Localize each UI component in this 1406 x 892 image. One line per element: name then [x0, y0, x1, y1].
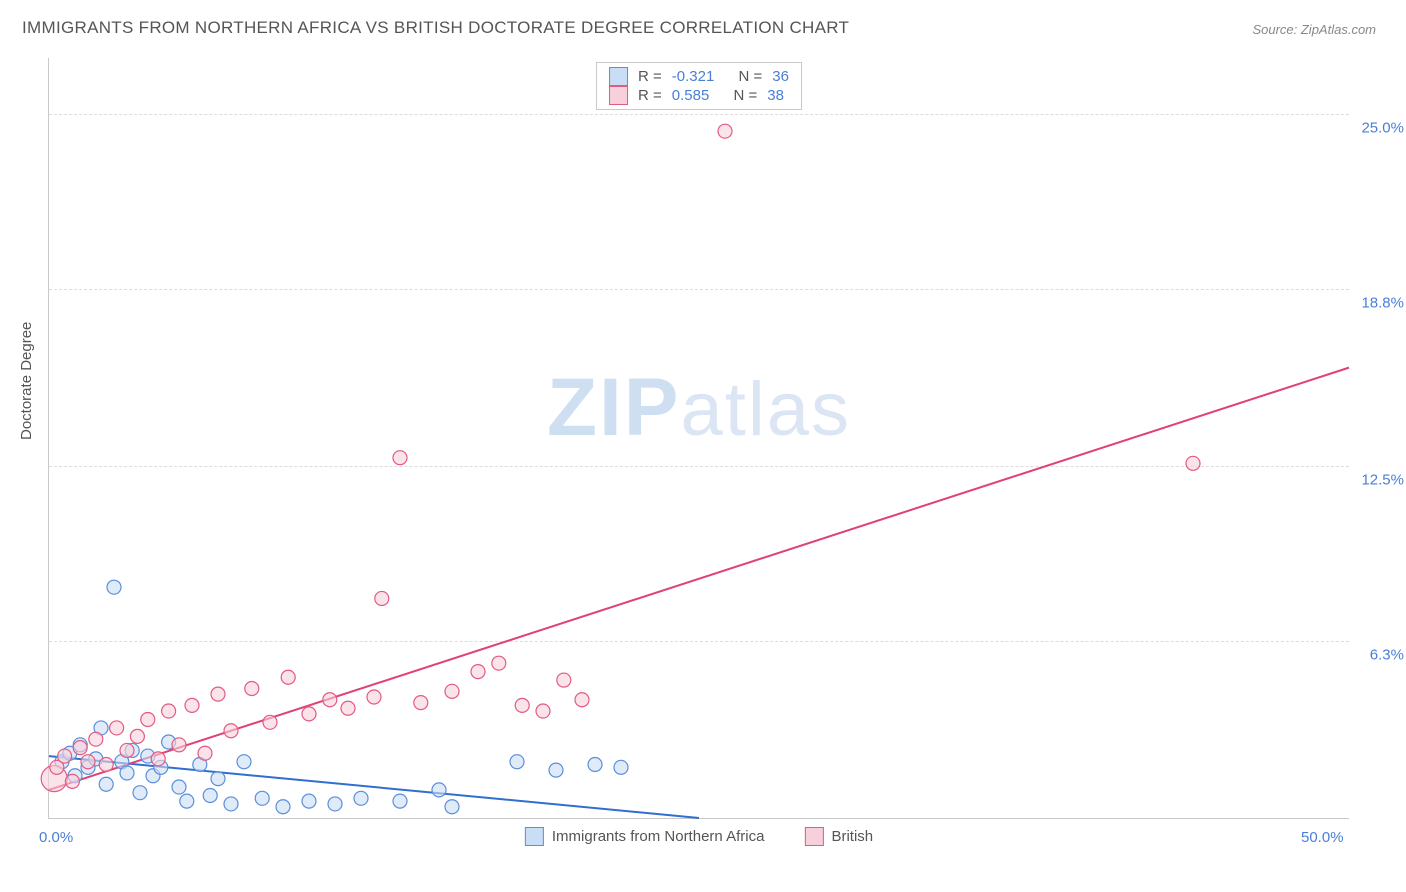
legend-swatch-series-1: [525, 827, 544, 846]
data-point-northern_africa: [237, 755, 251, 769]
data-point-british: [492, 656, 506, 670]
data-point-british: [224, 724, 238, 738]
data-point-northern_africa: [432, 783, 446, 797]
series-legend: Immigrants from Northern Africa British: [525, 827, 873, 846]
data-point-northern_africa: [510, 755, 524, 769]
data-point-northern_africa: [276, 800, 290, 814]
data-point-british: [367, 690, 381, 704]
data-point-british: [323, 693, 337, 707]
legend-swatch-pink: [609, 86, 628, 105]
data-point-northern_africa: [354, 791, 368, 805]
plot-area: ZIPatlas R = -0.321 N = 36 R = 0.585 N =…: [48, 58, 1349, 819]
data-point-british: [393, 451, 407, 465]
data-point-british: [89, 732, 103, 746]
n-label-2: N =: [734, 87, 758, 104]
data-point-northern_africa: [120, 766, 134, 780]
data-point-northern_africa: [302, 794, 316, 808]
data-point-british: [162, 704, 176, 718]
data-point-northern_africa: [203, 788, 217, 802]
y-tick-label: 25.0%: [1361, 120, 1404, 137]
data-point-british: [141, 712, 155, 726]
data-point-northern_africa: [133, 786, 147, 800]
data-point-british: [341, 701, 355, 715]
data-point-british: [120, 743, 134, 757]
correlation-legend: R = -0.321 N = 36 R = 0.585 N = 38: [596, 62, 802, 110]
data-point-northern_africa: [393, 794, 407, 808]
x-tick-label: 0.0%: [39, 829, 73, 846]
legend-label-2: British: [831, 828, 873, 845]
source-label: Source: ZipAtlas.com: [1252, 22, 1376, 37]
data-point-british: [414, 696, 428, 710]
data-point-northern_africa: [180, 794, 194, 808]
r-value-1: -0.321: [672, 68, 715, 85]
data-point-northern_africa: [255, 791, 269, 805]
data-point-british: [471, 665, 485, 679]
data-point-british: [718, 124, 732, 138]
correlation-row-2: R = 0.585 N = 38: [609, 86, 789, 105]
data-point-british: [302, 707, 316, 721]
data-point-british: [81, 755, 95, 769]
data-point-british: [245, 682, 259, 696]
data-point-northern_africa: [211, 772, 225, 786]
data-point-british: [1186, 456, 1200, 470]
data-point-northern_africa: [328, 797, 342, 811]
data-point-british: [65, 774, 79, 788]
data-point-british: [375, 591, 389, 605]
data-point-northern_africa: [588, 758, 602, 772]
correlation-row-1: R = -0.321 N = 36: [609, 67, 789, 86]
data-point-british: [515, 698, 529, 712]
data-point-british: [185, 698, 199, 712]
data-point-british: [211, 687, 225, 701]
data-point-british: [263, 715, 277, 729]
data-point-northern_africa: [549, 763, 563, 777]
data-point-british: [536, 704, 550, 718]
data-point-british: [151, 752, 165, 766]
y-tick-label: 18.8%: [1361, 294, 1404, 311]
legend-item-2: British: [804, 827, 873, 846]
data-point-british: [73, 741, 87, 755]
data-point-northern_africa: [99, 777, 113, 791]
data-point-british: [110, 721, 124, 735]
r-label-1: R =: [638, 68, 662, 85]
n-value-1: 36: [772, 68, 789, 85]
y-axis-title: Doctorate Degree: [18, 322, 35, 440]
data-point-british: [281, 670, 295, 684]
data-point-british: [445, 684, 459, 698]
legend-item-1: Immigrants from Northern Africa: [525, 827, 765, 846]
n-value-2: 38: [767, 87, 784, 104]
trend-line-british: [49, 368, 1349, 790]
chart-title: IMMIGRANTS FROM NORTHERN AFRICA VS BRITI…: [22, 18, 849, 38]
data-point-northern_africa: [172, 780, 186, 794]
r-value-2: 0.585: [672, 87, 710, 104]
data-point-british: [575, 693, 589, 707]
n-label-1: N =: [739, 68, 763, 85]
data-point-british: [557, 673, 571, 687]
x-tick-label: 50.0%: [1301, 829, 1344, 846]
data-point-british: [130, 729, 144, 743]
legend-swatch-blue: [609, 67, 628, 86]
data-point-northern_africa: [224, 797, 238, 811]
data-point-british: [99, 758, 113, 772]
data-point-northern_africa: [445, 800, 459, 814]
y-tick-label: 12.5%: [1361, 472, 1404, 489]
data-point-northern_africa: [107, 580, 121, 594]
data-point-british: [58, 749, 72, 763]
data-point-british: [172, 738, 186, 752]
legend-label-1: Immigrants from Northern Africa: [552, 828, 765, 845]
legend-swatch-series-2: [804, 827, 823, 846]
y-tick-label: 6.3%: [1370, 646, 1404, 663]
plot-svg: [49, 58, 1349, 818]
data-point-northern_africa: [614, 760, 628, 774]
data-point-british: [198, 746, 212, 760]
r-label-2: R =: [638, 87, 662, 104]
